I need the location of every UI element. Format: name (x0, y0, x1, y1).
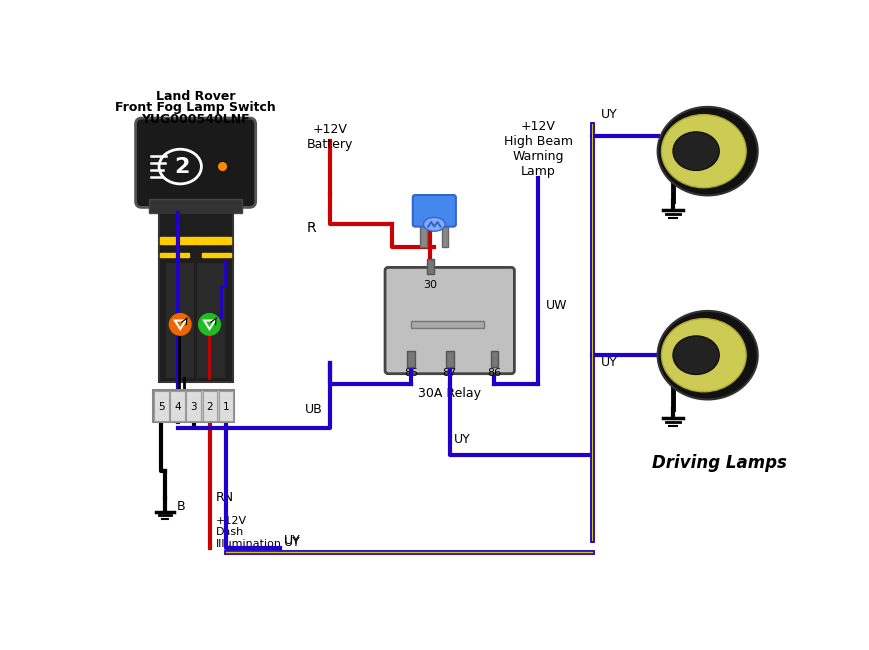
Bar (166, 263, 194, 378)
Ellipse shape (423, 217, 445, 231)
Bar (154, 391, 169, 421)
Text: B: B (678, 172, 687, 185)
Text: UY: UY (453, 434, 470, 447)
Bar (197, 263, 224, 378)
Bar (186, 391, 201, 421)
Text: Driving Lamps: Driving Lamps (651, 454, 786, 472)
Bar (202, 253, 231, 257)
FancyBboxPatch shape (412, 195, 455, 227)
Text: Front Fog Lamp Switch: Front Fog Lamp Switch (115, 101, 275, 114)
Bar (446, 352, 453, 367)
Bar (490, 352, 498, 367)
Bar (170, 391, 184, 421)
Text: Land Rover: Land Rover (156, 90, 235, 103)
Circle shape (169, 313, 191, 335)
Text: +12V
Battery: +12V Battery (307, 123, 353, 151)
Text: 87: 87 (442, 369, 456, 378)
Bar (407, 352, 415, 367)
Bar (160, 253, 189, 257)
Text: 2: 2 (206, 402, 213, 412)
Circle shape (218, 162, 226, 170)
Bar (149, 199, 242, 213)
Text: 85: 85 (404, 369, 418, 378)
Text: 1: 1 (222, 402, 229, 412)
Text: 5: 5 (158, 402, 164, 412)
Ellipse shape (660, 318, 746, 392)
Bar (202, 391, 217, 421)
Text: YUG000540LNF: YUG000540LNF (141, 112, 249, 125)
Text: +12V
High Beam
Warning
Lamp: +12V High Beam Warning Lamp (503, 120, 572, 178)
Text: 4: 4 (174, 402, 181, 412)
Bar (441, 224, 448, 248)
Bar (153, 390, 234, 422)
Text: 86: 86 (487, 369, 501, 378)
Text: UY: UY (284, 536, 301, 549)
Ellipse shape (660, 114, 746, 188)
Text: UY: UY (600, 109, 617, 122)
Bar (420, 224, 426, 248)
Circle shape (198, 313, 220, 335)
Text: UW: UW (546, 298, 567, 311)
Ellipse shape (673, 132, 719, 170)
Text: 30: 30 (423, 280, 437, 290)
Text: B: B (678, 380, 687, 393)
Text: 3: 3 (190, 402, 196, 412)
Text: UY: UY (284, 534, 301, 547)
Text: UY: UY (600, 356, 617, 369)
Text: B: B (176, 500, 185, 514)
Ellipse shape (657, 311, 757, 400)
Bar (411, 320, 484, 328)
Ellipse shape (657, 107, 757, 196)
Bar (160, 237, 231, 244)
Text: UB: UB (305, 402, 322, 415)
Text: +12V
Dash
Illumination: +12V Dash Illumination (216, 515, 282, 549)
Ellipse shape (159, 150, 201, 184)
Text: 2: 2 (174, 157, 189, 177)
FancyBboxPatch shape (385, 267, 514, 374)
Text: 30A Relay: 30A Relay (418, 387, 481, 400)
Bar (218, 391, 233, 421)
Text: RN: RN (216, 491, 234, 504)
Text: R: R (307, 221, 316, 235)
Text: 15A: 15A (421, 200, 446, 213)
FancyBboxPatch shape (136, 118, 255, 207)
Ellipse shape (673, 336, 719, 374)
Bar (158, 213, 232, 382)
Bar (426, 259, 434, 274)
